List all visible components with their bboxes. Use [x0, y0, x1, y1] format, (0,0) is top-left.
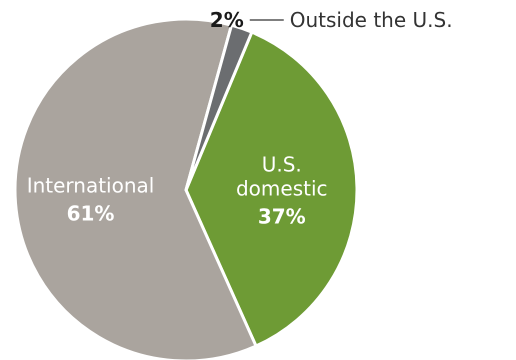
pie-slice-outside-the-u-s: [184, 23, 254, 192]
slice-label-1-line-0: International: [27, 173, 155, 197]
slice-label-0-line-0: U.S.: [262, 153, 302, 177]
callout-name-label: Outside the U.S.: [290, 8, 453, 32]
slice-value-label-0: 37%: [258, 205, 306, 229]
pie-slice-u-s-domestic: [184, 30, 359, 348]
slice-label-0-line-1: domestic: [236, 177, 328, 201]
callout-outside-us: 2% Outside the U.S.: [210, 8, 453, 32]
slice-value-label-1: 61%: [67, 201, 115, 225]
pie-slice-international: [13, 17, 258, 360]
callout-value-label: 2%: [210, 8, 244, 32]
pie-slices: [13, 17, 359, 360]
pie-labels: U.S.domestic 37% International 61% 2% Outside…: [27, 8, 453, 229]
